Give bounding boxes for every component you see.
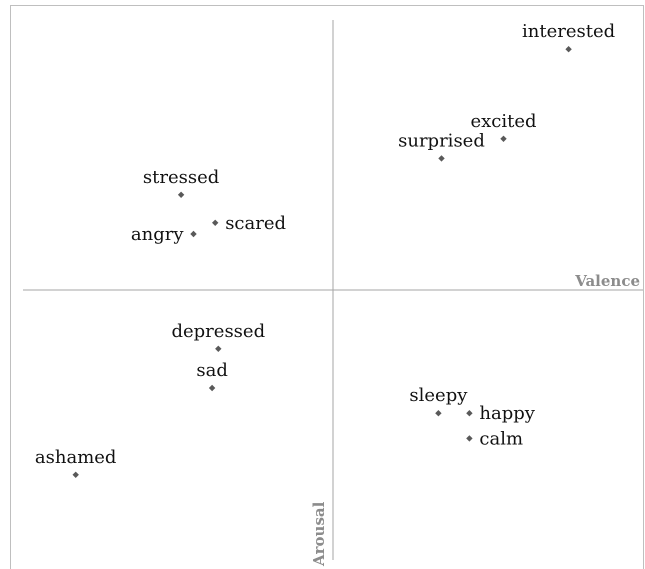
point-label: sleepy	[409, 385, 468, 406]
point	[466, 410, 473, 417]
point	[466, 435, 473, 442]
point	[435, 410, 442, 417]
point-label: interested	[522, 21, 615, 42]
point	[500, 135, 507, 142]
point	[208, 384, 216, 392]
point-label: scared	[225, 213, 286, 234]
point-label: ashamed	[35, 447, 117, 468]
point-label: happy	[479, 403, 535, 424]
point	[190, 230, 197, 238]
point	[565, 46, 572, 53]
point	[72, 471, 79, 478]
x-axis-title: Valence	[574, 272, 640, 290]
point-label: sad	[196, 360, 228, 381]
point	[212, 219, 219, 226]
point	[177, 191, 185, 198]
point	[215, 345, 222, 352]
point	[438, 155, 445, 162]
point-label: depressed	[171, 321, 265, 342]
point-label: surprised	[398, 130, 485, 151]
point-label: stressed	[143, 167, 219, 188]
plot-frame	[10, 5, 644, 569]
point-label: angry	[131, 224, 184, 245]
point-label: calm	[479, 428, 523, 449]
y-axis-title: Arousal	[310, 501, 328, 567]
point-label: excited	[470, 111, 536, 132]
